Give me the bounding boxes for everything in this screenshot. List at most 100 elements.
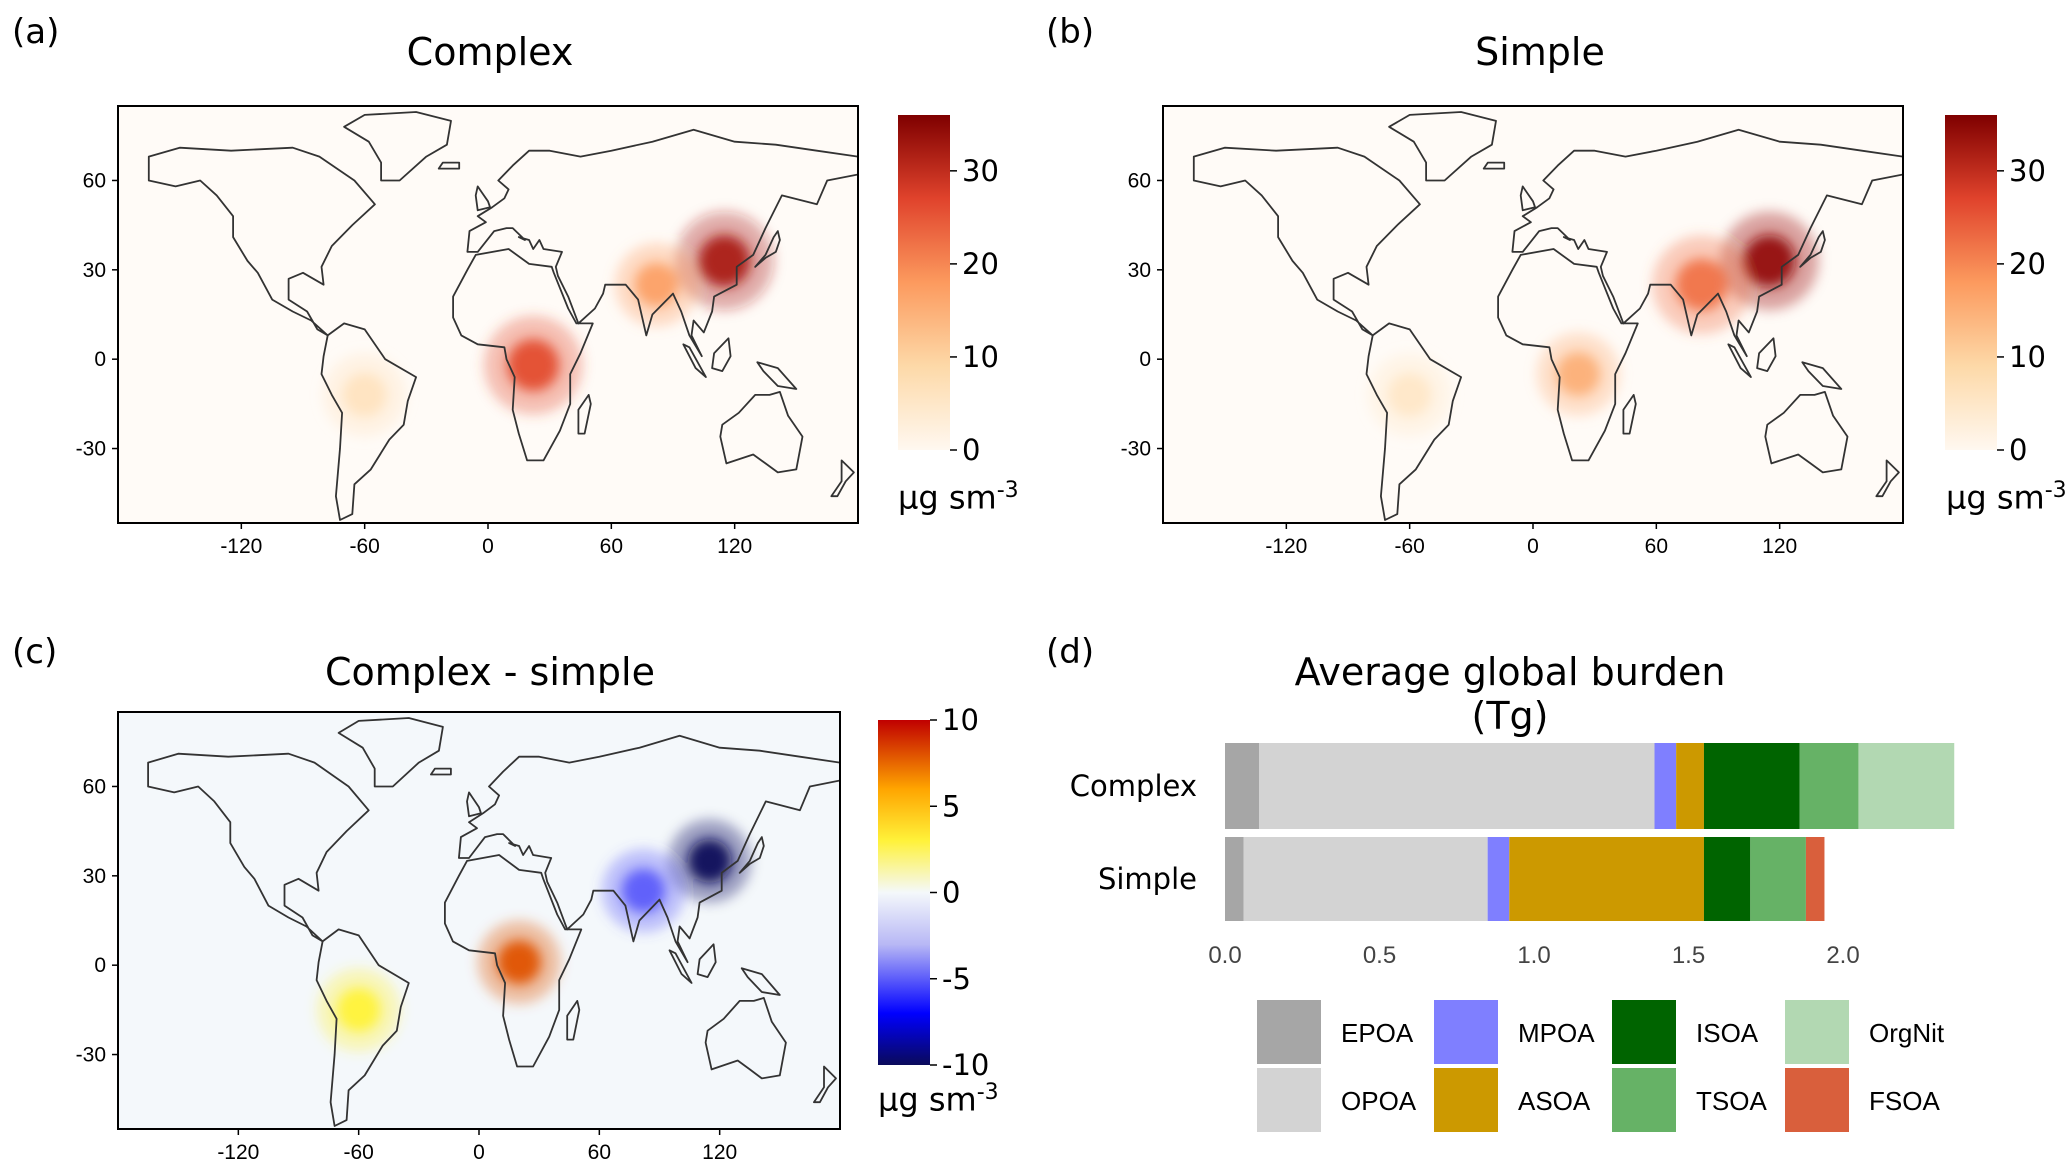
x-tick-label: 120: [1762, 535, 1797, 558]
panel-a-title: Complex: [406, 30, 574, 74]
hotspot-halo: [477, 920, 561, 1004]
coastline-northAmerica: [147, 146, 376, 337]
colorbar-tick-label: 0: [942, 876, 960, 910]
legend-label-opoa: OPOA: [1341, 1086, 1417, 1116]
coastline-eurasia: [457, 734, 840, 964]
coastline-northAmerica: [147, 752, 370, 943]
legend-label-tsoa: TSOA: [1696, 1086, 1767, 1116]
map-panel-b: -120 -60 0 60 120 60 30 0 -30 0 10 20 30: [1121, 105, 2046, 558]
colorbar-tick-label: -5: [942, 962, 971, 996]
colorbar-tick-label: 0: [962, 433, 980, 467]
colorbar-b-unit: µg sm-3: [1946, 478, 2067, 517]
coastline-uk: [1519, 185, 1536, 212]
coastline-eurasia: [466, 128, 858, 358]
coastline-newZealand: [830, 459, 855, 498]
bar-segment-opoa-simple: [1243, 837, 1488, 921]
y-tick-label: 60: [1128, 169, 1151, 192]
coastline-borneo: [1756, 337, 1777, 373]
coastline-iceland: [437, 161, 461, 170]
x-tick-label: 0: [482, 535, 494, 558]
colorbar-b: [1945, 115, 1997, 450]
hotspot-halo: [667, 819, 752, 903]
colorbar-a-unit: µg sm-3: [898, 478, 1019, 517]
x-tick-label: 0.5: [1363, 942, 1396, 969]
legend-swatch-mpoa: [1434, 1000, 1498, 1064]
legend-label-epoa: EPOA: [1341, 1018, 1414, 1048]
coastline-australia: [1764, 390, 1849, 474]
bar-segment-fsoa-simple: [1805, 837, 1825, 921]
legend-label-asoa: ASOA: [1518, 1086, 1591, 1116]
map-background: [1163, 106, 1903, 523]
bar-segment-epoa-simple: [1225, 837, 1244, 921]
colorbar-c-unit: µg sm-3: [878, 1080, 999, 1119]
coastline-australia: [719, 390, 804, 474]
y-tick-label: 0: [1139, 348, 1151, 371]
y-tick-label: 30: [83, 865, 106, 888]
panel-a-label: (a): [12, 12, 60, 52]
coastlines: [147, 717, 840, 1127]
coastline-southAmerica: [315, 928, 410, 1127]
x-tick-label: 1.5: [1672, 942, 1705, 969]
x-tick-label: 0: [473, 1141, 485, 1164]
y-tick-label: 0: [94, 348, 106, 371]
x-tick-label: 60: [600, 535, 623, 558]
category-label: Simple: [1098, 862, 1197, 896]
y-tick-label: 0: [94, 954, 106, 977]
x-tick-label: 0: [1527, 535, 1539, 558]
coastline-sumatra: [682, 343, 707, 379]
coastline-borneo: [711, 337, 732, 373]
coastline-newZealand: [813, 1065, 837, 1104]
colorbar-tick-label: 0: [2009, 433, 2027, 467]
y-tick-label: 60: [83, 169, 106, 192]
legend-label-isoa: ISOA: [1696, 1018, 1759, 1048]
x-tick-label: -120: [217, 1141, 259, 1164]
coastline-newGuinea: [740, 967, 781, 996]
panel-b-label: (b): [1046, 12, 1095, 52]
heat-blobs: [322, 211, 774, 437]
bar-segment-tsoa-simple: [1750, 837, 1806, 921]
bar-segment-mpoa-simple: [1487, 837, 1510, 921]
x-tick-label: -120: [1265, 535, 1307, 558]
legend-label-fsoa: FSOA: [1869, 1086, 1940, 1116]
coastline-iceland: [429, 767, 452, 776]
bar-segment-isoa-simple: [1703, 837, 1751, 921]
legend-swatch-isoa: [1612, 1000, 1676, 1064]
x-tick-label: 0.0: [1208, 942, 1241, 969]
bar-segment-asoa-simple: [1509, 837, 1704, 921]
x-tick-label: 60: [1645, 535, 1668, 558]
hotspot-halo: [322, 353, 407, 437]
colorbar-tick-label: 10: [2009, 340, 2046, 374]
coastline-uk: [474, 185, 492, 212]
panel-d-title: Average global burden (Tg): [1294, 650, 1726, 738]
bar-segment-opoa-complex: [1258, 743, 1655, 829]
coastline-iceland: [1482, 161, 1506, 170]
burden-chart: Complex Simple 0.0 0.5 1.0 1.5 2.0 EPOA MPOA ISOA…: [1070, 743, 1955, 1132]
y-tick-label: -30: [1121, 438, 1151, 461]
coastline-eurasia: [1511, 128, 1903, 358]
x-tick-label: -120: [220, 535, 262, 558]
x-tick-label: -60: [349, 535, 379, 558]
colorbar-tick-label: 5: [942, 789, 960, 823]
coastline-borneo: [696, 943, 717, 978]
colorbar-c: [878, 720, 930, 1065]
coastline-newZealand: [1875, 459, 1900, 498]
x-tick-label: 1.0: [1517, 942, 1550, 969]
colorbar-tick-label: 10: [942, 703, 979, 737]
coastline-newGuinea: [1801, 361, 1843, 390]
bar-segment-mpoa-complex: [1654, 743, 1677, 829]
coastline-sumatra: [1727, 343, 1752, 379]
coastline-africa: [443, 854, 583, 1068]
colorbar-tick-label: 30: [2009, 154, 2046, 188]
hotspot-halo: [1536, 332, 1621, 416]
coastline-greenland: [343, 111, 452, 182]
legend-label-mpoa: MPOA: [1518, 1018, 1595, 1048]
burden-legend: EPOA MPOA ISOA OrgNit OPOA ASOA TSOA FSOA: [1257, 1000, 1945, 1132]
colorbar-tick-label: 10: [962, 340, 999, 374]
coastline-japan: [1799, 230, 1826, 268]
colorbar-a: [898, 115, 950, 450]
coastline-madagascar: [1622, 393, 1637, 435]
legend-swatch-opoa: [1257, 1068, 1321, 1132]
coastlines: [147, 111, 858, 521]
bar-segment-tsoa-complex: [1799, 743, 1859, 829]
coastline-southAmerica: [1365, 322, 1462, 521]
